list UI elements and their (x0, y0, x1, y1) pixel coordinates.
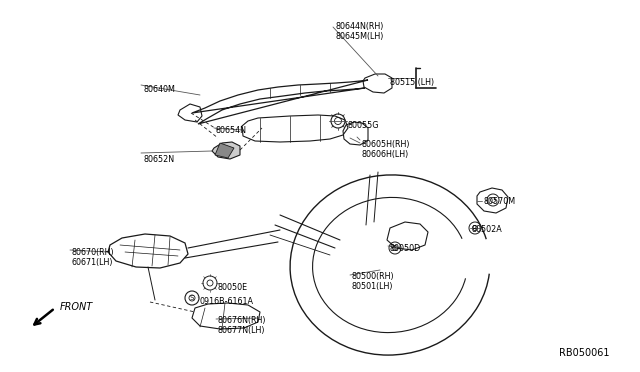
Text: 80502A: 80502A (472, 225, 503, 234)
Text: 80501(LH): 80501(LH) (352, 282, 394, 291)
Text: 80050E: 80050E (218, 283, 248, 292)
Text: 80677N(LH): 80677N(LH) (218, 326, 266, 335)
Text: 80652N: 80652N (143, 155, 174, 164)
Text: 80670(RH): 80670(RH) (72, 248, 115, 257)
Text: 80055G: 80055G (347, 121, 378, 130)
Text: 80645M(LH): 80645M(LH) (335, 32, 383, 41)
Text: 80515 (LH): 80515 (LH) (390, 78, 434, 87)
Text: RB050061: RB050061 (559, 348, 610, 358)
Text: 80606H(LH): 80606H(LH) (362, 150, 409, 159)
Text: 80050D: 80050D (390, 244, 421, 253)
Text: 80500(RH): 80500(RH) (352, 272, 395, 281)
Text: 80654N: 80654N (216, 126, 247, 135)
Text: 80640M: 80640M (143, 85, 175, 94)
Text: 60671(LH): 60671(LH) (72, 258, 113, 267)
Text: S: S (190, 295, 194, 301)
Text: 80676N(RH): 80676N(RH) (218, 316, 266, 325)
Text: 80570M: 80570M (484, 197, 516, 206)
Text: 80644N(RH): 80644N(RH) (335, 22, 383, 31)
Text: 80605H(RH): 80605H(RH) (362, 140, 410, 149)
Polygon shape (215, 143, 234, 158)
Text: 0916B-6161A: 0916B-6161A (200, 297, 254, 306)
Text: FRONT: FRONT (60, 302, 93, 312)
Polygon shape (212, 142, 240, 159)
